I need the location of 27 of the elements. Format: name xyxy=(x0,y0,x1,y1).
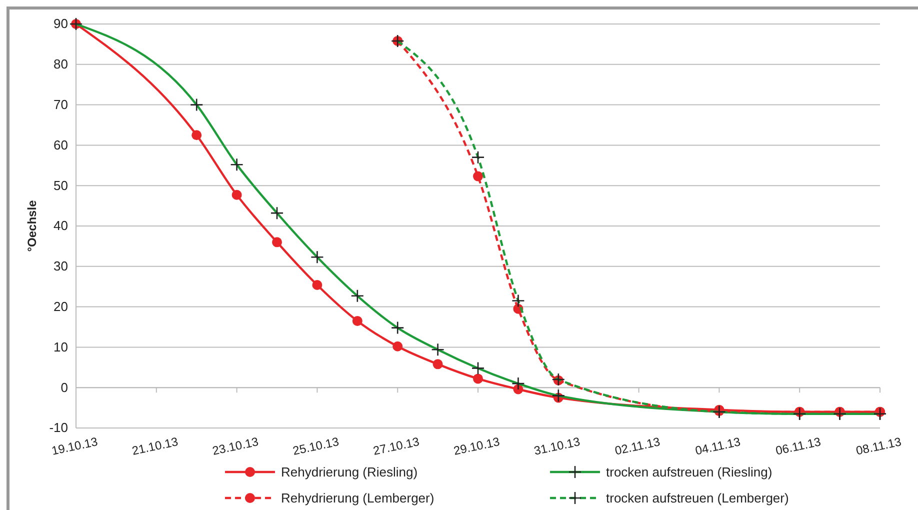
y-tick-label: 10 xyxy=(54,339,68,354)
x-tick-label: 06.11.13 xyxy=(774,434,822,458)
y-tick-label: 70 xyxy=(54,96,68,112)
x-tick-label: 29.10.13 xyxy=(452,434,502,458)
legend-label: Rehydrierung (Lemberger) xyxy=(281,490,434,506)
y-tick-label: 60 xyxy=(54,137,68,152)
x-tick-label: 04.11.13 xyxy=(694,434,742,458)
x-tick-label: 31.10.13 xyxy=(532,434,582,458)
y-tick-label: 0 xyxy=(60,380,68,395)
y-tick-label: 40 xyxy=(54,218,68,234)
x-tick-label: 02.11.13 xyxy=(614,434,662,458)
y-tick-label: 20 xyxy=(54,298,68,314)
y-axis-title: °Oechsle xyxy=(25,200,39,252)
x-tick-label: 19.10.13 xyxy=(50,434,100,458)
legend-label: trocken aufstreuen (Lemberger) xyxy=(606,490,789,506)
y-tick-label: -10 xyxy=(49,420,68,436)
x-tick-label: 25.10.13 xyxy=(292,434,340,458)
legend-label: trocken aufstreuen (Riesling) xyxy=(606,464,772,480)
x-tick-label: 27.10.13 xyxy=(372,434,421,458)
y-tick-label: 30 xyxy=(54,258,68,274)
y-tick-label: 50 xyxy=(54,178,68,193)
legend-label: Rehydrierung (Riesling) xyxy=(281,464,418,480)
x-tick-label: 21.10.13 xyxy=(130,434,180,458)
x-tick-label: 23.10.13 xyxy=(211,434,260,458)
y-tick-label: 80 xyxy=(54,56,68,72)
x-tick-label: 08.11.13 xyxy=(854,434,903,458)
y-tick-label: 90 xyxy=(54,16,68,32)
